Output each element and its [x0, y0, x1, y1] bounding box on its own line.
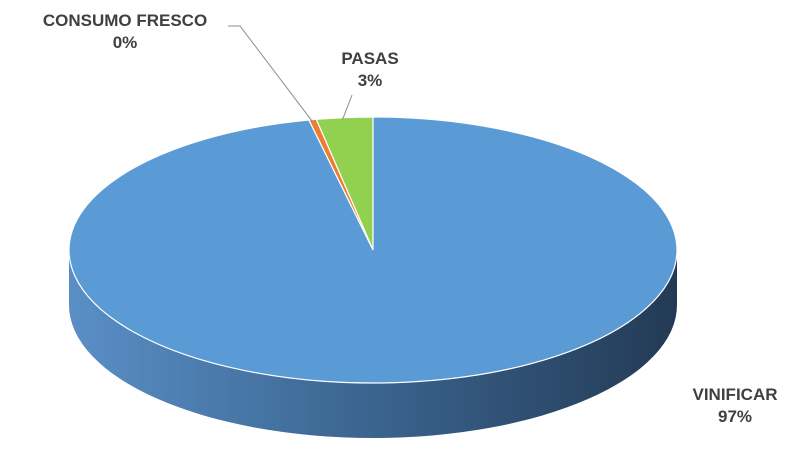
slice-percent-consumo-fresco: 0% — [112, 33, 138, 52]
slice-label-pasas: PASAS 3% — [300, 48, 440, 92]
pie-slice-vinificar — [68, 116, 678, 384]
slice-label-consumo-fresco: CONSUMO FRESCO 0% — [0, 10, 250, 54]
slice-percent-pasas: 3% — [357, 71, 383, 90]
leader-line-consumo-fresco — [228, 25, 313, 122]
slice-category-pasas: PASAS — [341, 49, 399, 68]
pie-side-wall — [69, 250, 677, 438]
leader-line-pasas — [342, 94, 353, 120]
slice-percent-vinificar: 97% — [717, 407, 753, 426]
slice-label-vinificar: VINIFICAR 97% — [670, 384, 797, 428]
slice-category-vinificar: VINIFICAR — [692, 385, 778, 404]
slice-category-consumo-fresco: CONSUMO FRESCO — [42, 11, 208, 30]
